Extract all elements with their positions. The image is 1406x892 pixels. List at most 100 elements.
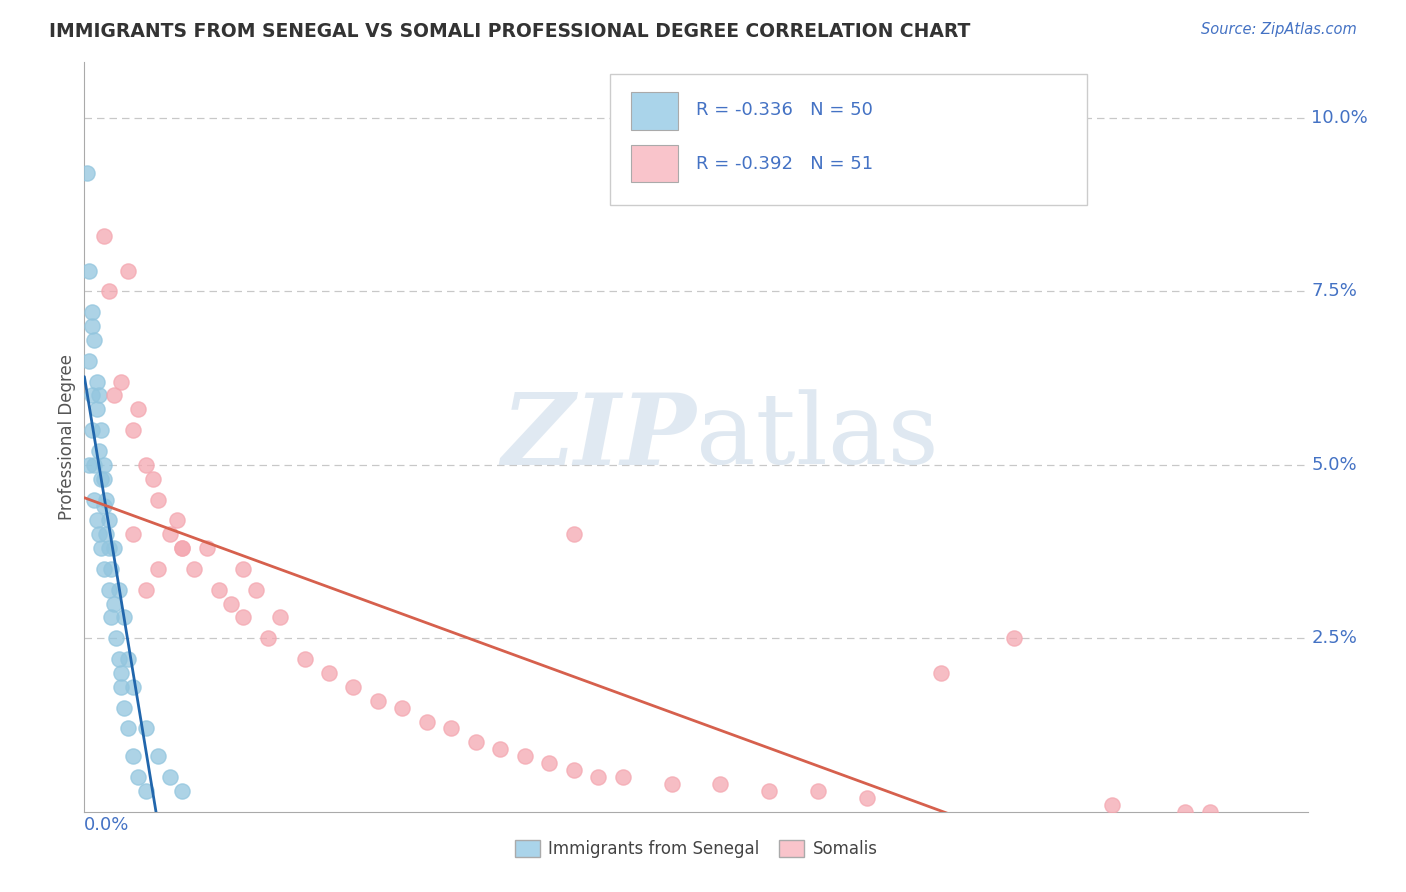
Point (1174, 805, 1197, 819)
Point (135, 784, 157, 798)
Text: atlas: atlas (696, 389, 939, 485)
Point (1101, 797, 1123, 812)
Point (758, 784, 780, 798)
Text: ZIP: ZIP (501, 389, 696, 485)
Point (929, 665, 952, 680)
Point (172, 784, 194, 798)
Point (97, 541, 120, 555)
Point (146, 492, 169, 507)
Point (245, 582, 267, 597)
Point (172, 541, 194, 555)
Point (127, 402, 149, 417)
Point (93, 472, 115, 486)
Point (416, 714, 439, 729)
Point (159, 770, 181, 784)
Point (97, 285, 120, 299)
Point (117, 263, 139, 277)
Point (93, 562, 115, 576)
Point (166, 513, 188, 527)
Point (538, 756, 561, 771)
Text: R = -0.336   N = 50: R = -0.336 N = 50 (696, 101, 873, 119)
Text: 0.0%: 0.0% (84, 816, 129, 834)
Point (77, 353, 100, 368)
Point (105, 632, 128, 646)
Point (807, 784, 830, 798)
Point (612, 770, 634, 784)
Point (86, 402, 108, 417)
Point (122, 527, 145, 541)
Point (96, 492, 118, 507)
Point (232, 610, 254, 624)
Point (342, 680, 364, 694)
Point (112, 700, 135, 714)
Point (100, 562, 122, 576)
Point (122, 423, 145, 437)
FancyBboxPatch shape (610, 74, 1087, 205)
Point (107, 652, 129, 666)
Point (269, 610, 291, 624)
Point (80, 305, 103, 319)
Point (367, 694, 389, 708)
Point (127, 770, 149, 784)
Point (219, 597, 242, 611)
Point (146, 562, 169, 576)
Point (117, 652, 139, 666)
Point (1198, 805, 1220, 819)
Point (86, 375, 108, 389)
Text: 7.5%: 7.5% (1312, 283, 1357, 301)
Point (77, 458, 100, 472)
Point (93, 458, 115, 472)
Point (318, 665, 340, 680)
Point (110, 665, 132, 680)
Point (103, 541, 125, 555)
Point (135, 722, 157, 736)
Point (97, 582, 120, 597)
Point (135, 458, 157, 472)
Point (142, 472, 165, 486)
Point (183, 562, 205, 576)
Text: R = -0.392   N = 51: R = -0.392 N = 51 (696, 154, 873, 172)
Point (103, 388, 125, 402)
Point (97, 513, 120, 527)
Point (83, 458, 105, 472)
Point (586, 770, 609, 784)
Point (513, 749, 536, 764)
Text: 2.5%: 2.5% (1312, 629, 1357, 648)
Point (76, 166, 98, 180)
Point (856, 790, 879, 805)
Point (117, 722, 139, 736)
Point (100, 610, 122, 624)
Text: IMMIGRANTS FROM SENEGAL VS SOMALI PROFESSIONAL DEGREE CORRELATION CHART: IMMIGRANTS FROM SENEGAL VS SOMALI PROFES… (49, 22, 970, 41)
Point (83, 492, 105, 507)
FancyBboxPatch shape (631, 93, 678, 130)
Point (135, 582, 157, 597)
Point (93, 500, 115, 514)
Point (122, 680, 145, 694)
Point (87, 444, 110, 458)
Point (110, 680, 132, 694)
Point (232, 562, 254, 576)
Text: 10.0%: 10.0% (1312, 109, 1368, 127)
Point (83, 333, 105, 347)
Point (80, 423, 103, 437)
Point (96, 527, 118, 541)
FancyBboxPatch shape (631, 145, 678, 182)
Point (489, 742, 512, 756)
Point (1002, 632, 1025, 646)
Point (172, 541, 194, 555)
Point (440, 722, 463, 736)
Point (146, 749, 169, 764)
Point (103, 597, 125, 611)
Point (159, 527, 181, 541)
Point (391, 700, 413, 714)
Point (195, 541, 218, 555)
Point (86, 513, 108, 527)
Legend: Immigrants from Senegal, Somalis: Immigrants from Senegal, Somalis (509, 835, 883, 863)
Point (661, 777, 683, 791)
Point (294, 652, 316, 666)
Point (112, 610, 135, 624)
Point (80, 319, 103, 334)
Point (87, 388, 110, 402)
Point (122, 749, 145, 764)
Point (709, 777, 731, 791)
